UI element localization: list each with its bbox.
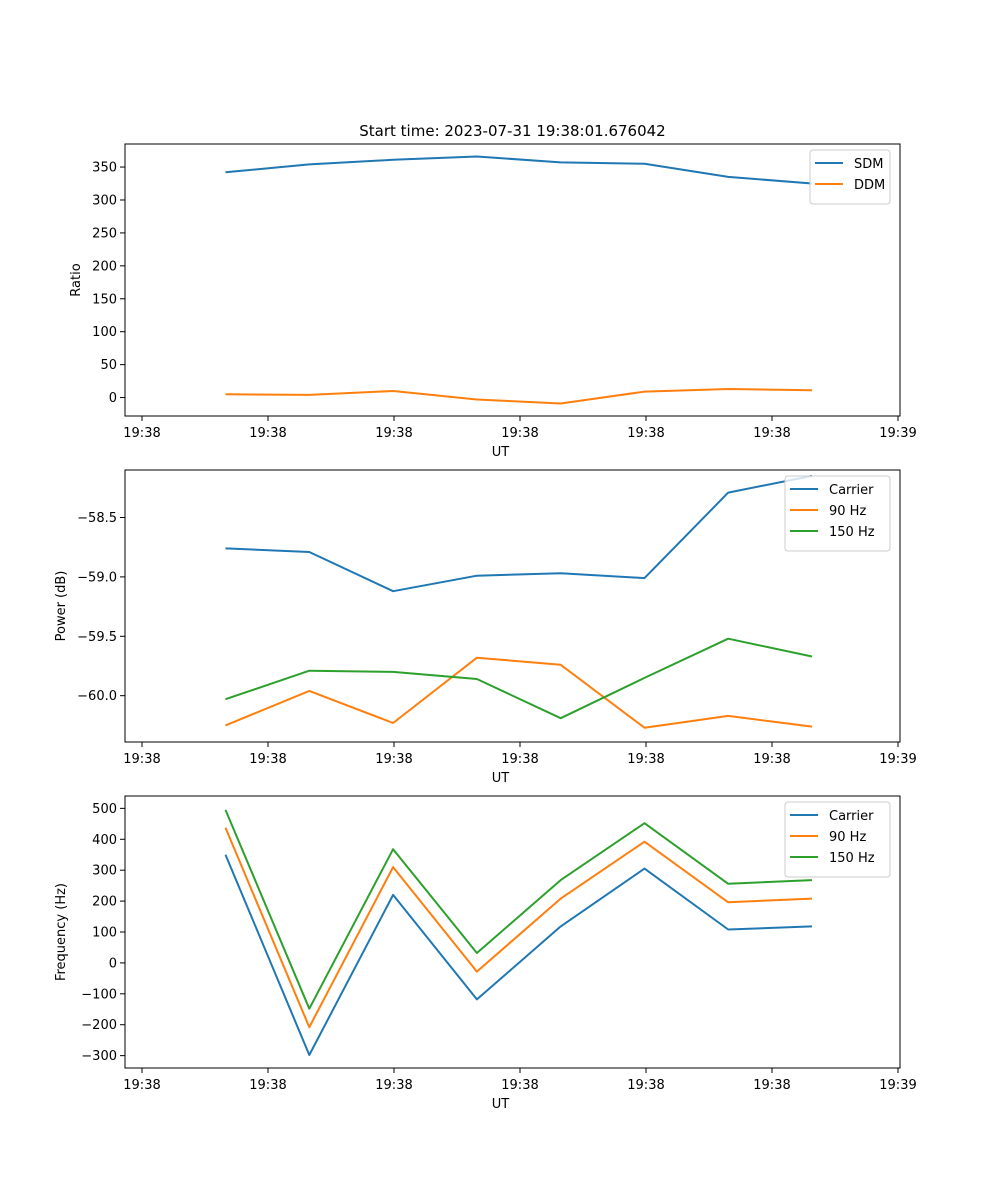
legend-label: 150 Hz bbox=[829, 525, 875, 540]
y-tick-label: 0 bbox=[109, 391, 117, 406]
x-tick-label: 19:38 bbox=[249, 426, 286, 441]
x-tick-label: 19:38 bbox=[123, 752, 160, 767]
y-tick-label: −59.0 bbox=[77, 570, 117, 585]
y-tick-label: 200 bbox=[92, 895, 117, 910]
x-tick-label: 19:38 bbox=[627, 426, 664, 441]
legend-label: 90 Hz bbox=[829, 504, 866, 519]
x-tick-label: 19:38 bbox=[375, 752, 412, 767]
figure-title: Start time: 2023-07-31 19:38:01.676042 bbox=[359, 122, 665, 140]
chart-panel-2: −60.0 −59.5 −59.0 −58.5 19:38 19:38 19:38 19:38… bbox=[54, 469, 917, 786]
series-line-sdm bbox=[225, 155, 813, 185]
x-tick-label: 19:38 bbox=[753, 1078, 790, 1093]
x-tick-label: 19:38 bbox=[627, 752, 664, 767]
x-tick-label: 19:38 bbox=[123, 1078, 160, 1093]
x-axis-label: UT bbox=[492, 445, 510, 460]
legend-label: 150 Hz bbox=[829, 851, 875, 866]
legend-label: Carrier bbox=[829, 483, 874, 498]
y-tick-label: 0 bbox=[109, 956, 117, 971]
y-tick-label: 250 bbox=[92, 226, 117, 241]
y-tick-label: −200 bbox=[81, 1018, 117, 1033]
legend-label: 90 Hz bbox=[829, 830, 866, 845]
y-tick-label: 500 bbox=[92, 802, 117, 817]
legend-box bbox=[784, 475, 891, 552]
series-line-ddm bbox=[225, 388, 813, 405]
x-tick-label: 19:38 bbox=[249, 752, 286, 767]
series-line-carrier bbox=[225, 474, 813, 593]
y-axis-label: Ratio bbox=[69, 263, 84, 296]
y-axis-label: Power (dB) bbox=[54, 571, 69, 642]
axes-frame bbox=[124, 143, 901, 417]
x-tick-label: 19:39 bbox=[879, 752, 916, 767]
legend: SDM DDM bbox=[809, 149, 891, 205]
x-tick-label: 19:38 bbox=[249, 1078, 286, 1093]
x-tick-label: 19:38 bbox=[375, 1078, 412, 1093]
x-axis-label: UT bbox=[492, 771, 510, 786]
y-tick-label: −59.5 bbox=[77, 630, 117, 645]
series-line-150-hz bbox=[224, 809, 813, 1010]
x-tick-label: 19:38 bbox=[501, 426, 538, 441]
y-tick-label: −58.5 bbox=[77, 511, 117, 526]
y-axis-label: Frequency (Hz) bbox=[54, 883, 69, 981]
series-line-carrier bbox=[224, 854, 813, 1056]
chart-panel-3: −300 −200 −100 0 100 200 300 400 500 19:38 19:38 19… bbox=[54, 795, 917, 1112]
series-line-90-hz bbox=[224, 827, 813, 1029]
x-tick-label: 19:38 bbox=[753, 426, 790, 441]
legend-label: Carrier bbox=[829, 809, 874, 824]
series-line-150-hz bbox=[225, 637, 813, 720]
y-tick-label: 50 bbox=[100, 358, 117, 373]
axes-frame bbox=[124, 795, 901, 1069]
chart-panel-1: 0 50 100 150 200 250 300 350 19:38 19:38 19:38 19:3… bbox=[69, 143, 917, 460]
x-tick-label: 19:38 bbox=[123, 426, 160, 441]
x-axis-label: UT bbox=[492, 1097, 510, 1112]
legend: Carrier 90 Hz 150 Hz bbox=[784, 801, 891, 878]
series-line-90-hz bbox=[225, 656, 813, 729]
y-tick-label: −300 bbox=[81, 1049, 117, 1064]
x-tick-label: 19:38 bbox=[627, 1078, 664, 1093]
x-tick-label: 19:38 bbox=[501, 1078, 538, 1093]
y-tick-label: 300 bbox=[92, 193, 117, 208]
charts: 0 50 100 150 200 250 300 350 19:38 19:38 19:38 19:3… bbox=[54, 143, 917, 1112]
axes-frame bbox=[124, 469, 901, 743]
x-tick-label: 19:38 bbox=[753, 752, 790, 767]
x-tick-label: 19:39 bbox=[879, 1078, 916, 1093]
y-tick-label: −60.0 bbox=[77, 689, 117, 704]
y-tick-label: 350 bbox=[92, 161, 117, 176]
legend: Carrier 90 Hz 150 Hz bbox=[784, 475, 891, 552]
x-tick-label: 19:38 bbox=[375, 426, 412, 441]
y-tick-label: 100 bbox=[92, 325, 117, 340]
y-tick-label: 200 bbox=[92, 259, 117, 274]
y-tick-label: −100 bbox=[81, 987, 117, 1002]
x-tick-label: 19:39 bbox=[879, 426, 916, 441]
y-tick-label: 400 bbox=[92, 833, 117, 848]
legend-box bbox=[784, 801, 891, 878]
y-tick-label: 150 bbox=[92, 292, 117, 307]
legend-label: SDM bbox=[854, 157, 883, 172]
legend-label: DDM bbox=[854, 178, 885, 193]
x-tick-label: 19:38 bbox=[501, 752, 538, 767]
y-tick-label: 100 bbox=[92, 926, 117, 941]
y-tick-label: 300 bbox=[92, 864, 117, 879]
